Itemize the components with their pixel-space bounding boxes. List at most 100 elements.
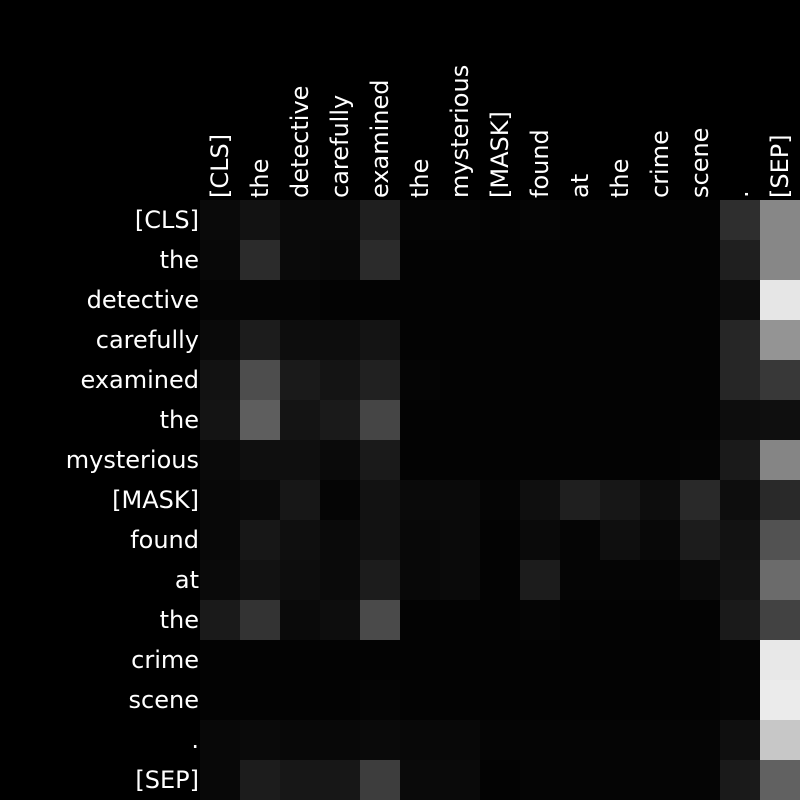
heatmap-cell-r5-c11: [640, 400, 680, 440]
heatmap-cell-r4-c3: [320, 360, 360, 400]
heatmap-cell-r6-c4: [360, 440, 400, 480]
heatmap-cell-r1-c2: [280, 240, 320, 280]
heatmap-cell-r10-c8: [520, 600, 560, 640]
y-tick-label: found: [130, 526, 199, 554]
y-tick-label: mysterious: [66, 446, 199, 474]
heatmap-cell-r0-c1: [240, 200, 280, 240]
y-tick-label: crime: [131, 646, 199, 674]
heatmap-cell-r1-c10: [600, 240, 640, 280]
heatmap-cell-r6-c10: [600, 440, 640, 480]
y-tick-label: detective: [87, 286, 199, 314]
heatmap-cell-r9-c2: [280, 560, 320, 600]
heatmap-cell-r0-c8: [520, 200, 560, 240]
heatmap-cell-r11-c12: [680, 640, 720, 680]
heatmap-cell-r9-c13: [720, 560, 760, 600]
heatmap-cell-r2-c11: [640, 280, 680, 320]
y-tick-label: .: [191, 726, 199, 754]
heatmap-cell-r0-c13: [720, 200, 760, 240]
heatmap-cell-r11-c6: [440, 640, 480, 680]
heatmap-cell-r2-c12: [680, 280, 720, 320]
heatmap-cell-r0-c10: [600, 200, 640, 240]
heatmap-cell-r9-c11: [640, 560, 680, 600]
heatmap-cell-r3-c3: [320, 320, 360, 360]
heatmap-cell-r13-c2: [280, 720, 320, 760]
heatmap-cell-r3-c9: [560, 320, 600, 360]
heatmap-cell-r14-c3: [320, 760, 360, 800]
heatmap-cell-r9-c7: [480, 560, 520, 600]
heatmap-cell-r12-c6: [440, 680, 480, 720]
heatmap-cell-r6-c0: [200, 440, 240, 480]
y-tick-label: the: [160, 606, 199, 634]
heatmap-cell-r0-c7: [480, 200, 520, 240]
heatmap-cell-r7-c0: [200, 480, 240, 520]
heatmap-cell-r13-c13: [720, 720, 760, 760]
heatmap-cell-r5-c5: [400, 400, 440, 440]
heatmap-cell-r2-c6: [440, 280, 480, 320]
heatmap-cell-r9-c1: [240, 560, 280, 600]
heatmap-cell-r4-c11: [640, 360, 680, 400]
heatmap-cell-r8-c8: [520, 520, 560, 560]
heatmap-cells: [200, 200, 800, 800]
heatmap-cell-r4-c13: [720, 360, 760, 400]
heatmap-cell-r1-c1: [240, 240, 280, 280]
heatmap-cell-r5-c3: [320, 400, 360, 440]
heatmap-cell-r3-c11: [640, 320, 680, 360]
heatmap-cell-r1-c3: [320, 240, 360, 280]
heatmap-cell-r4-c10: [600, 360, 640, 400]
heatmap-cell-r5-c1: [240, 400, 280, 440]
heatmap-cell-r4-c9: [560, 360, 600, 400]
heatmap-cell-r1-c13: [720, 240, 760, 280]
heatmap-cell-r4-c12: [680, 360, 720, 400]
heatmap-cell-r11-c2: [280, 640, 320, 680]
heatmap-cell-r12-c8: [520, 680, 560, 720]
heatmap-cell-r9-c5: [400, 560, 440, 600]
heatmap-cell-r13-c5: [400, 720, 440, 760]
heatmap-cell-r13-c12: [680, 720, 720, 760]
heatmap-cell-r7-c4: [360, 480, 400, 520]
heatmap-cell-r10-c12: [680, 600, 720, 640]
heatmap-cell-r14-c4: [360, 760, 400, 800]
heatmap-cell-r8-c9: [560, 520, 600, 560]
heatmap-cell-r9-c3: [320, 560, 360, 600]
x-tick-label: scene: [686, 128, 714, 198]
heatmap-cell-r12-c10: [600, 680, 640, 720]
heatmap-cell-r0-c6: [440, 200, 480, 240]
heatmap-cell-r9-c0: [200, 560, 240, 600]
heatmap-cell-r6-c6: [440, 440, 480, 480]
heatmap-cell-r7-c7: [480, 480, 520, 520]
heatmap-cell-r8-c12: [680, 520, 720, 560]
heatmap-cell-r13-c0: [200, 720, 240, 760]
heatmap-cell-r6-c13: [720, 440, 760, 480]
heatmap-cell-r1-c6: [440, 240, 480, 280]
heatmap-cell-r7-c3: [320, 480, 360, 520]
heatmap-cell-r0-c11: [640, 200, 680, 240]
heatmap-cell-r8-c2: [280, 520, 320, 560]
heatmap-cell-r4-c1: [240, 360, 280, 400]
heatmap-cell-r11-c7: [480, 640, 520, 680]
heatmap-cell-r2-c5: [400, 280, 440, 320]
heatmap-cell-r11-c14: [760, 640, 800, 680]
heatmap-cell-r9-c14: [760, 560, 800, 600]
heatmap-cell-r14-c6: [440, 760, 480, 800]
heatmap-cell-r9-c4: [360, 560, 400, 600]
heatmap-cell-r8-c14: [760, 520, 800, 560]
x-tick-label: .: [726, 190, 754, 198]
x-tick-label: carefully: [326, 95, 354, 198]
heatmap-cell-r0-c0: [200, 200, 240, 240]
heatmap-cell-r5-c7: [480, 400, 520, 440]
heatmap-cell-r10-c3: [320, 600, 360, 640]
x-tick-label: examined: [366, 79, 394, 198]
heatmap-cell-r0-c12: [680, 200, 720, 240]
heatmap-cell-r10-c10: [600, 600, 640, 640]
heatmap-cell-r13-c6: [440, 720, 480, 760]
heatmap-cell-r9-c9: [560, 560, 600, 600]
y-tick-label: the: [160, 406, 199, 434]
heatmap-cell-r2-c14: [760, 280, 800, 320]
heatmap-cell-r8-c3: [320, 520, 360, 560]
heatmap-cell-r4-c14: [760, 360, 800, 400]
heatmap-cell-r11-c0: [200, 640, 240, 680]
heatmap-cell-r4-c8: [520, 360, 560, 400]
x-tick-label: mysterious: [446, 65, 474, 198]
heatmap-cell-r7-c8: [520, 480, 560, 520]
